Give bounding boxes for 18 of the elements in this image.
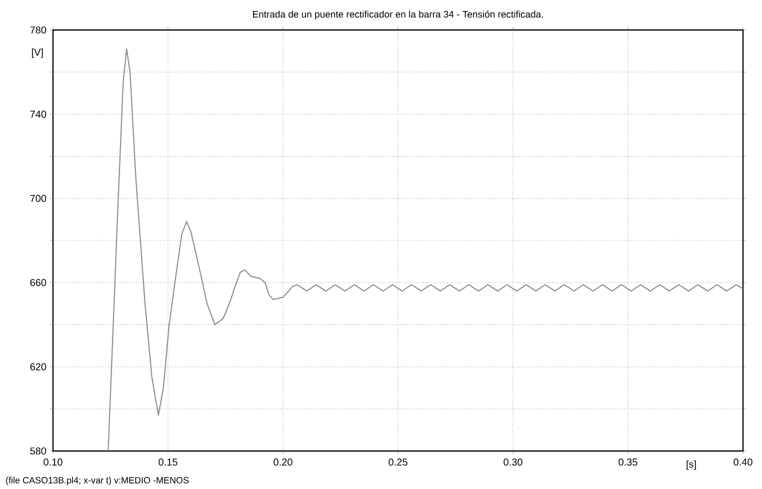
text: (file CASO13B.pl4; x-var t) v:MEDIO -MENOS bbox=[6, 476, 189, 486]
line-series bbox=[108, 48, 744, 451]
x-tick-label: 0.35 bbox=[618, 458, 638, 466]
x-tick-label: 0.30 bbox=[504, 458, 522, 466]
x-tick-label: 0.10 bbox=[44, 458, 62, 466]
x-tick-label: 0.15 bbox=[158, 458, 178, 466]
y-tick-label: 700 bbox=[30, 194, 46, 202]
y-tick-label: 780 bbox=[30, 26, 46, 34]
x-tick-label: 0.20 bbox=[274, 458, 292, 466]
y-tick-label: 740 bbox=[30, 110, 46, 118]
x-tick-label: 0.40 bbox=[734, 458, 752, 466]
chart-title: Entrada de un puente rectificador en la barra 34 - Tensión rectificada. bbox=[253, 10, 543, 20]
y-tick-label: 620 bbox=[30, 363, 46, 370]
y-tick-label: 660 bbox=[30, 279, 46, 286]
y-axis-title: [V] bbox=[32, 48, 43, 58]
y-tick-label: 580 bbox=[30, 447, 46, 455]
x-axis-title: [s] bbox=[686, 460, 696, 470]
x-tick-label: 0.25 bbox=[388, 458, 408, 466]
